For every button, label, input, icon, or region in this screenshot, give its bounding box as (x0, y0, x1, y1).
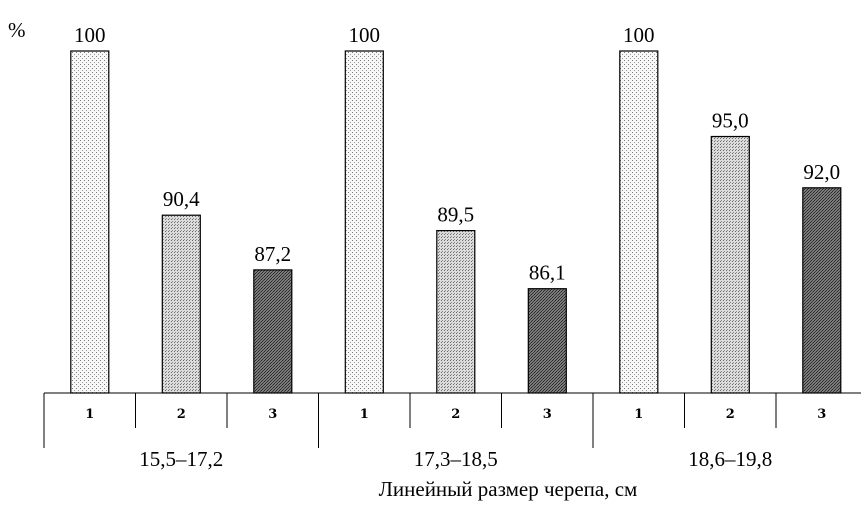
y-unit-label: % (8, 18, 26, 42)
group-label: 18,6–19,8 (688, 447, 772, 471)
value-label: 89,5 (437, 203, 474, 227)
bar-group3-3 (802, 187, 842, 394)
bar-group3-2 (710, 135, 750, 394)
category-tick-label: 3 (543, 407, 552, 422)
value-label: 100 (74, 23, 106, 47)
category-tick-label: 1 (634, 407, 643, 422)
value-label: 100 (349, 23, 381, 47)
category-tick-label: 3 (268, 407, 277, 422)
group-label: 17,3–18,5 (414, 447, 498, 471)
bar-group3-1 (619, 50, 659, 394)
value-label: 100 (623, 23, 655, 47)
value-label: 90,4 (163, 187, 200, 211)
value-label: 92,0 (803, 160, 840, 184)
value-label: 95,0 (712, 109, 749, 133)
category-tick-label: 2 (177, 407, 186, 422)
value-label: 86,1 (529, 261, 566, 285)
bar-group2-1 (344, 50, 384, 394)
category-tick-label: 2 (726, 407, 735, 422)
bar-group2-2 (436, 230, 476, 394)
category-tick-label: 1 (360, 407, 369, 422)
category-tick-label: 2 (451, 407, 460, 422)
category-tick-label: 3 (817, 407, 826, 422)
bar-group2-3 (527, 288, 567, 394)
bar-group1-1 (70, 50, 110, 394)
value-labels-layer: 100 90,4 87,2 100 89,5 86,1 100 95,0 92,0 (74, 23, 840, 285)
bar-group1-3 (253, 269, 293, 394)
value-label: 87,2 (254, 242, 291, 266)
category-axis: 1 2 3 15,5–17,2 1 2 3 17,3–18,5 1 2 3 18,6–19,8 (43, 392, 861, 471)
x-axis-label: Линейный размер черепа, см (379, 477, 638, 501)
group-label: 15,5–17,2 (139, 447, 223, 471)
bars-layer (70, 50, 842, 394)
bar-group1-2 (161, 214, 201, 394)
category-tick-label: 1 (85, 407, 94, 422)
